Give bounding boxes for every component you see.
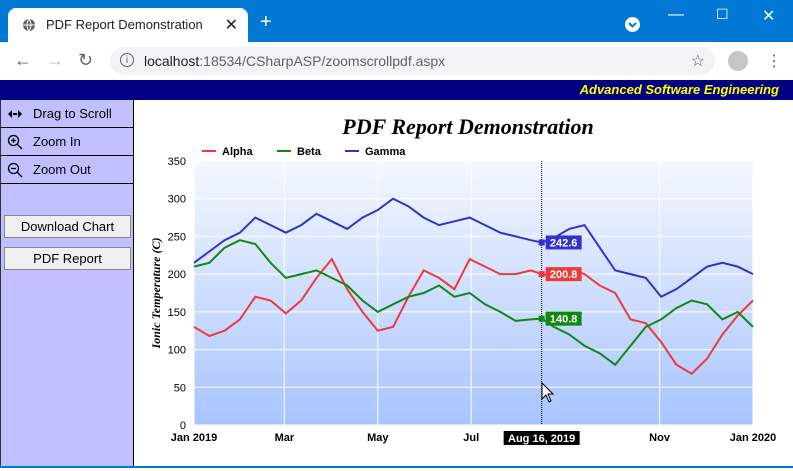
y-tick-label: 0 <box>180 420 186 432</box>
pdf-report-button[interactable]: PDF Report <box>4 247 131 270</box>
mouse-pointer-icon <box>541 381 555 403</box>
url-text: localhost:18534/CSharpASP/zoomscrollpdf.… <box>144 53 446 69</box>
zoom-out-icon <box>7 162 23 178</box>
maximize-icon[interactable]: ☐ <box>716 6 729 22</box>
x-tick-label: Jan 2019 <box>171 432 217 444</box>
series-line-alpha <box>193 257 754 375</box>
new-tab-icon[interactable]: + <box>260 11 272 33</box>
drag-to-scroll-item[interactable]: Drag to Scroll <box>1 100 133 128</box>
cursor-value-badge <box>545 311 582 326</box>
y-axis-label: Ionic Temperature (C) <box>149 238 163 350</box>
forward-icon[interactable]: → <box>46 50 64 70</box>
x-tick-label: Nov <box>649 432 671 444</box>
track-cursor: Aug 16, 2019 200.8 140.8 242.6 <box>503 161 582 445</box>
cursor-value-label: 242.6 <box>550 237 578 249</box>
legend-label: Alpha <box>222 146 253 158</box>
banner-text: Advanced Software Engineering <box>579 82 779 97</box>
legend-label: Gamma <box>365 146 406 158</box>
tab-search-icon[interactable] <box>625 17 640 32</box>
chart-title: PDF Report Demonstration <box>341 114 593 139</box>
drag-to-scroll-label: Drag to Scroll <box>33 106 112 121</box>
chart-legend: Alpha Beta Gamma <box>202 146 406 158</box>
cursor-value-badge <box>545 235 582 250</box>
tab-title: PDF Report Demonstration <box>46 17 203 32</box>
cursor-value-label: 140.8 <box>550 314 578 326</box>
cursor-value-badge <box>545 267 582 282</box>
y-tick-label: 50 <box>174 382 186 394</box>
cursor-marker <box>538 239 545 246</box>
chart-area[interactable]: PDF Report Demonstration Alpha Beta Gamma … <box>134 101 791 466</box>
browser-toolbar: ← → ↻ i localhost:18534/CSharpASP/zoomsc… <box>0 42 793 81</box>
minimize-icon[interactable]: — <box>668 6 684 23</box>
y-tick-label: 150 <box>168 307 186 319</box>
cursor-value-label: 200.8 <box>550 269 578 281</box>
window-frame <box>0 466 793 468</box>
cursor-marker <box>538 315 545 322</box>
bookmark-star-icon[interactable]: ☆ <box>690 53 705 70</box>
legend-label: Beta <box>297 146 322 158</box>
site-info-icon[interactable]: i <box>120 53 134 67</box>
back-icon[interactable]: ← <box>14 50 32 70</box>
series-lines <box>193 197 754 375</box>
x-axis: Jan 2019 Mar May Jul Nov Jan 2020 <box>171 432 776 444</box>
window-close-icon[interactable]: ✕ <box>762 8 776 25</box>
zoom-in-icon <box>7 134 23 150</box>
reload-icon[interactable]: ↻ <box>78 50 94 70</box>
y-tick-label: 250 <box>168 231 186 243</box>
y-axis: 0 50 100 150 200 250 300 350 <box>168 156 186 432</box>
drag-scroll-icon <box>8 110 22 118</box>
page-banner: Advanced Software Engineering <box>0 80 793 100</box>
x-tick-label: Jan 2020 <box>730 432 776 444</box>
download-chart-button[interactable]: Download Chart <box>4 215 131 238</box>
series-line-beta <box>193 239 754 367</box>
y-tick-label: 300 <box>168 194 186 206</box>
zoom-out-item[interactable]: Zoom Out <box>1 156 133 184</box>
x-tick-label: May <box>367 432 389 444</box>
left-panel: Drag to Scroll Zoom In Zoom Out Download… <box>0 100 134 466</box>
x-tick-label: Mar <box>275 432 295 444</box>
globe-icon <box>23 18 35 32</box>
browser-tab[interactable]: PDF Report Demonstration ✕ <box>8 8 248 42</box>
more-menu-icon[interactable]: ⋮ <box>766 53 782 70</box>
zoom-in-item[interactable]: Zoom In <box>1 128 133 156</box>
y-tick-label: 350 <box>168 156 186 168</box>
browser-tab-strip: PDF Report Demonstration ✕ + — ☐ ✕ <box>0 0 793 42</box>
zoom-out-label: Zoom Out <box>33 162 91 177</box>
x-tick-label: Jul <box>463 432 479 444</box>
cursor-marker <box>538 271 545 278</box>
close-tab-icon[interactable]: ✕ <box>224 17 238 34</box>
cursor-date-label: Aug 16, 2019 <box>508 433 575 445</box>
y-tick-label: 100 <box>168 345 186 357</box>
zoom-in-label: Zoom In <box>33 134 81 149</box>
y-tick-label: 200 <box>168 269 186 281</box>
line-chart[interactable]: PDF Report Demonstration Alpha Beta Gamma … <box>134 101 791 466</box>
series-line-gamma <box>193 197 754 299</box>
cursor-date-badge <box>503 431 580 445</box>
profile-avatar-icon[interactable] <box>728 51 748 71</box>
address-bar[interactable]: i localhost:18534/CSharpASP/zoomscrollpd… <box>110 47 715 75</box>
